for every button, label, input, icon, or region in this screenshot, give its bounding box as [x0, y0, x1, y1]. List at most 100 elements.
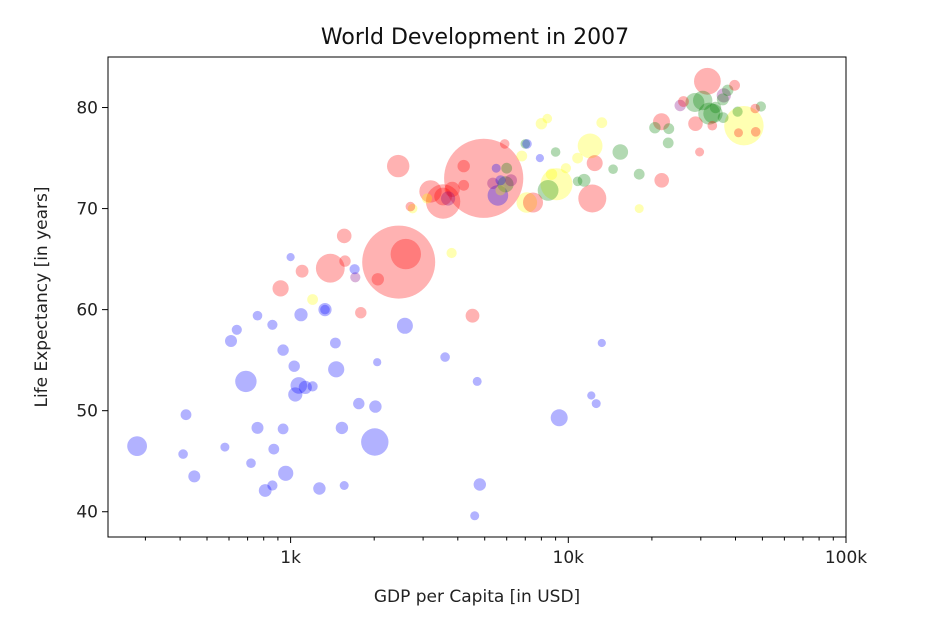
data-point-africa — [318, 303, 332, 317]
data-point-europe — [550, 147, 561, 157]
data-point-africa — [535, 154, 545, 163]
data-point-africa — [587, 391, 596, 400]
data-point-americas — [724, 106, 764, 146]
data-point-europe — [755, 101, 767, 112]
data-point-asia — [425, 184, 461, 219]
data-point-asia — [523, 192, 543, 213]
y-tick-label: 80 — [76, 99, 98, 119]
data-point-americas — [545, 168, 558, 180]
data-point-europe — [698, 102, 721, 125]
data-point-europe — [537, 180, 559, 201]
data-point-africa — [328, 361, 345, 378]
data-point-asia — [355, 307, 367, 319]
data-point-europe — [662, 137, 674, 149]
x-tick-label: 100k — [825, 548, 867, 568]
data-point-asia — [339, 255, 351, 267]
data-point-africa — [522, 139, 532, 149]
data-point-europe — [716, 93, 729, 106]
data-point-americas — [540, 168, 573, 201]
data-point-asia — [315, 253, 345, 283]
data-point-europe — [612, 144, 629, 160]
y-tick-label: 50 — [76, 402, 98, 422]
data-point-africa — [349, 264, 360, 275]
data-point-asia — [694, 67, 721, 95]
y-axis: 40 50 60 70 80 — [76, 99, 108, 523]
data-point-africa — [267, 319, 278, 330]
x-tick-label: 10k — [553, 548, 585, 568]
data-point-oceania — [350, 272, 361, 283]
chart-title: World Development in 2007 — [321, 25, 629, 50]
y-axis-label: Life Expectancy [in years] — [32, 186, 52, 407]
data-point-africa — [487, 185, 509, 206]
data-point-africa — [294, 308, 308, 322]
data-point-oceania — [674, 99, 686, 112]
data-point-africa — [335, 421, 349, 435]
data-point-asia — [499, 139, 510, 149]
data-point-africa — [550, 409, 568, 427]
data-point-europe — [520, 139, 531, 149]
data-point-africa — [470, 511, 480, 521]
data-point-africa — [225, 335, 237, 347]
plot-frame — [107, 56, 847, 538]
data-point-oceania — [441, 191, 456, 206]
data-point-europe — [703, 103, 723, 124]
data-point-asia — [695, 147, 705, 157]
data-point-asia — [458, 179, 470, 191]
data-point-asia — [390, 238, 421, 270]
data-point-africa — [127, 436, 147, 456]
data-point-africa — [339, 481, 349, 490]
data-point-asia — [444, 181, 460, 197]
data-point-africa — [267, 480, 278, 491]
data-point-asia — [688, 116, 703, 131]
data-point-europe — [608, 164, 618, 174]
data-point-oceania — [487, 177, 499, 189]
data-point-africa — [597, 338, 606, 348]
y-tick-label: 40 — [76, 503, 98, 523]
data-point-africa — [277, 423, 289, 435]
y-tick-label: 70 — [76, 200, 98, 220]
data-point-africa — [235, 370, 257, 393]
data-point-asia — [405, 201, 416, 212]
data-point-africa — [491, 163, 501, 173]
data-point-europe — [577, 173, 591, 187]
x-axis-label: GDP per Capita [in USD] — [374, 587, 580, 607]
data-point-asia — [444, 138, 524, 218]
data-point-europe — [693, 90, 713, 111]
data-point-europe — [572, 176, 583, 187]
data-point-asia — [295, 264, 309, 278]
data-point-asia — [678, 96, 689, 107]
data-point-africa — [277, 344, 289, 356]
data-point-africa — [231, 324, 242, 335]
data-points — [127, 67, 767, 521]
x-axis: 1k 10k 100k — [144, 537, 867, 568]
data-point-europe — [717, 112, 729, 123]
data-point-europe — [501, 162, 513, 174]
data-point-asia — [465, 308, 480, 323]
data-point-europe — [732, 106, 743, 117]
data-point-asia — [750, 103, 760, 114]
data-point-africa — [178, 449, 188, 459]
data-point-americas — [535, 118, 548, 130]
data-point-americas — [596, 117, 608, 129]
data-point-asia — [654, 173, 669, 188]
data-point-asia — [653, 113, 670, 131]
data-point-europe — [722, 84, 734, 97]
data-point-americas — [516, 192, 538, 213]
data-point-americas — [422, 193, 433, 204]
data-point-americas — [407, 203, 418, 214]
data-point-africa — [251, 421, 264, 434]
data-point-africa — [288, 360, 300, 372]
data-point-africa — [313, 482, 326, 495]
data-point-oceania — [716, 88, 731, 103]
data-point-europe — [685, 93, 705, 112]
data-point-africa — [298, 380, 312, 394]
data-point-africa — [278, 465, 294, 481]
data-point-africa — [495, 175, 506, 186]
data-point-africa — [286, 253, 295, 262]
data-point-asia — [419, 180, 442, 203]
data-point-africa — [258, 484, 272, 497]
data-point-asia — [729, 79, 740, 91]
data-point-americas — [307, 294, 318, 305]
data-point-africa — [252, 310, 263, 321]
